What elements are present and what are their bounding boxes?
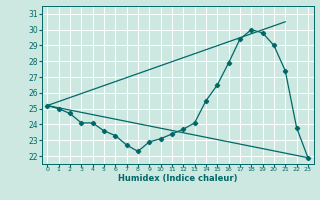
X-axis label: Humidex (Indice chaleur): Humidex (Indice chaleur) <box>118 174 237 183</box>
